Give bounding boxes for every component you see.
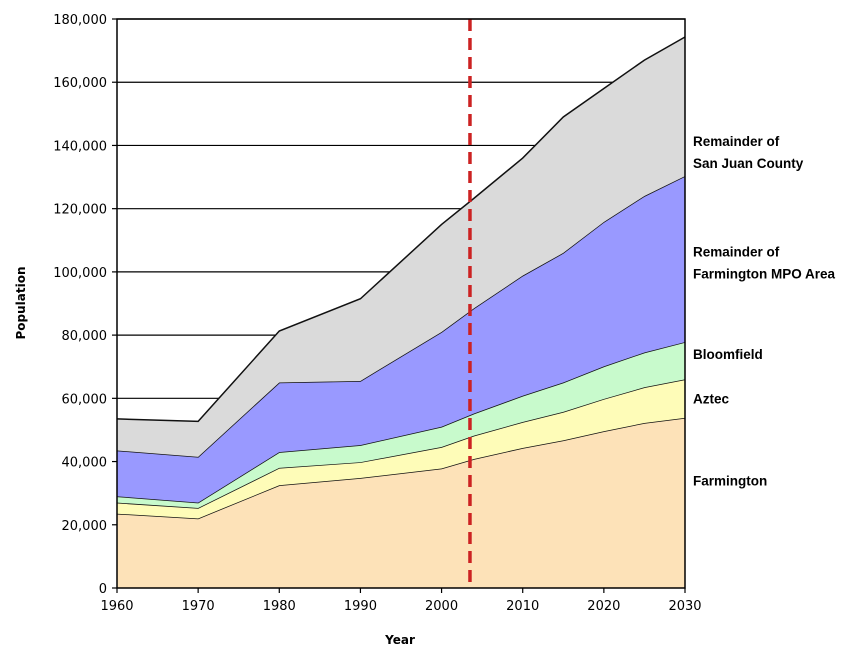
x-tick-label: 1970 <box>182 599 215 614</box>
area-bloomfield <box>117 342 685 509</box>
x-tick-label: 2030 <box>668 599 701 614</box>
x-tick-label: 2000 <box>425 599 458 614</box>
series-label-bloomfield: Bloomfield <box>693 347 763 362</box>
area-series <box>116 36 686 588</box>
y-tick-label: 120,000 <box>53 203 107 218</box>
y-tick-label: 140,000 <box>53 139 107 154</box>
series-label-remainder-of-farmington-mpo-area: Farmington MPO Area <box>693 266 836 281</box>
line-remainder-of-san-juan-county <box>116 36 686 423</box>
y-axis-title: Population <box>14 266 28 339</box>
y-tick-label: 20,000 <box>62 519 108 534</box>
x-tick-label: 1960 <box>100 599 133 614</box>
area-remainder-of-san-juan-county <box>117 37 685 457</box>
y-tick-label: 160,000 <box>53 76 107 91</box>
series-label-aztec: Aztec <box>693 391 730 406</box>
x-tick-label: 1980 <box>263 599 296 614</box>
series-labels: Remainder of San Juan County Remainder of F… <box>693 134 836 489</box>
y-tick-label: 40,000 <box>62 456 108 471</box>
y-tick-label: 0 <box>99 582 107 597</box>
x-axis: 1960 1970 1980 1990 2000 2010 2020 2030 <box>100 588 702 614</box>
area-aztec <box>117 379 685 519</box>
y-tick-label: 80,000 <box>62 329 108 344</box>
plot-border <box>116 18 686 589</box>
plot-frame <box>116 18 686 589</box>
series-label-remainder-of-san-juan-county: Remainder of <box>693 134 780 149</box>
series-label-remainder-of-san-juan-county: San Juan County <box>693 156 804 171</box>
x-tick-label: 1990 <box>344 599 377 614</box>
y-tick-label: 100,000 <box>53 266 107 281</box>
line-farmington <box>116 417 686 520</box>
series-label-farmington: Farmington <box>693 474 767 489</box>
y-tick-label: 180,000 <box>53 13 107 28</box>
area-farmington <box>117 417 685 588</box>
y-axis: 0 20,000 40,000 60,000 80,000 100,000 120,000 1… <box>53 13 117 597</box>
x-tick-label: 2010 <box>506 599 539 614</box>
series-label-remainder-of-farmington-mpo-area: Remainder of <box>693 244 780 259</box>
y-tick-label: 60,000 <box>62 392 108 407</box>
x-tick-label: 2020 <box>587 599 620 614</box>
x-axis-title: Year <box>384 633 415 647</box>
area-remainder-of-farmington-mpo-area <box>117 176 685 503</box>
